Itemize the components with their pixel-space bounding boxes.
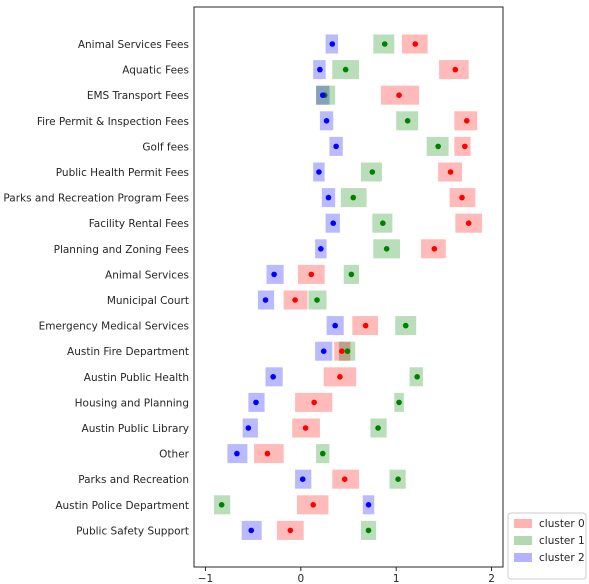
point-cluster-0-planning-and-zoning-fees [432,246,438,252]
x-axis: −1 0 1 2 [198,567,495,584]
point-cluster-2-municipal-court [263,297,269,303]
y-tick-label-facility-rental-fees: Facility Rental Fees [89,218,189,230]
point-cluster-1-austin-fire-department [345,348,351,354]
interval-bands [214,35,482,540]
point-cluster-2-public-safety-support [248,528,254,534]
point-cluster-2-austin-police-department [366,502,372,508]
y-tick-label-fire-permit-inspection-fees: Fire Permit & Inspection Fees [37,116,189,128]
point-cluster-1-public-health-permit-fees [370,169,376,175]
point-cluster-0-parks-and-recreation-program-fees [459,195,465,201]
x-tick-label: −1 [198,573,213,584]
point-cluster-2-facility-rental-fees [330,220,336,226]
point-cluster-0-facility-rental-fees [466,220,472,226]
point-cluster-0-animal-services-fees [412,41,418,47]
y-tick-label-golf-fees: Golf fees [142,141,189,153]
y-tick-label-austin-police-department: Austin Police Department [55,500,189,512]
point-cluster-0-austin-fire-department [339,348,345,354]
point-cluster-0-animal-services [309,272,315,278]
x-tick-label: 0 [297,573,304,584]
y-tick-label-public-safety-support: Public Safety Support [76,525,189,537]
point-cluster-2-planning-and-zoning-fees [318,246,324,252]
point-cluster-2-parks-and-recreation-program-fees [326,195,332,201]
point-cluster-1-emergency-medical-services [403,323,409,329]
point-cluster-1-austin-public-health [414,374,420,380]
point-cluster-2-animal-services-fees [329,41,335,47]
point-cluster-0-public-health-permit-fees [448,169,454,175]
y-tick-label-ems-transport-fees: EMS Transport Fees [87,90,189,102]
y-tick-label-public-health-permit-fees: Public Health Permit Fees [56,167,189,179]
point-cluster-1-fire-permit-inspection-fees [405,118,411,124]
point-cluster-0-other [265,451,271,457]
point-cluster-1-facility-rental-fees [380,220,386,226]
point-cluster-0-austin-police-department [310,502,316,508]
legend-label-cluster-1: cluster 1 [539,535,585,547]
point-cluster-1-parks-and-recreation [395,476,401,482]
point-cluster-2-public-health-permit-fees [316,169,322,175]
point-cluster-1-planning-and-zoning-fees [384,246,390,252]
legend-label-cluster-2: cluster 2 [539,552,585,564]
y-tick-label-municipal-court: Municipal Court [107,295,189,307]
point-cluster-1-municipal-court [314,297,320,303]
x-tick-label: 1 [393,573,400,584]
point-cluster-2-austin-fire-department [321,348,327,354]
point-cluster-2-austin-public-health [270,374,276,380]
point-cluster-0-public-safety-support [288,528,294,534]
y-tick-label-emergency-medical-services: Emergency Medical Services [39,321,189,333]
point-cluster-0-golf-fees [462,144,468,150]
point-cluster-2-parks-and-recreation [300,476,306,482]
point-cluster-2-ems-transport-fees [320,92,326,98]
point-cluster-0-housing-and-planning [311,400,317,406]
point-cluster-0-parks-and-recreation [342,476,348,482]
legend-swatch-cluster-1 [514,536,532,545]
point-cluster-0-fire-permit-inspection-fees [464,118,470,124]
y-tick-label-austin-fire-department: Austin Fire Department [67,346,189,358]
point-cluster-1-housing-and-planning [396,400,402,406]
legend: cluster 0 cluster 1 cluster 2 [508,513,586,579]
point-cluster-2-fire-permit-inspection-fees [324,118,330,124]
point-cluster-1-animal-services [349,272,355,278]
y-tick-label-animal-services: Animal Services [105,269,189,281]
point-cluster-1-aquatic-fees [343,67,349,73]
y-tick-label-planning-and-zoning-fees: Planning and Zoning Fees [54,244,189,256]
y-axis-tick-labels: Animal Services Fees Aquatic Fees EMS Tran… [3,39,189,537]
point-cluster-1-austin-police-department [219,502,225,508]
y-tick-label-parks-and-recreation-program-fees: Parks and Recreation Program Fees [3,193,189,205]
point-cluster-1-public-safety-support [366,528,372,534]
y-tick-label-austin-public-library: Austin Public Library [82,423,189,435]
point-cluster-2-austin-public-library [246,425,252,431]
legend-label-cluster-0: cluster 0 [539,518,585,530]
y-tick-label-austin-public-health: Austin Public Health [84,372,189,384]
point-cluster-0-ems-transport-fees [396,92,402,98]
point-cluster-0-emergency-medical-services [363,323,369,329]
point-cluster-2-animal-services [271,272,277,278]
y-tick-label-other: Other [159,449,189,461]
point-cluster-1-parks-and-recreation-program-fees [350,195,356,201]
point-cluster-2-golf-fees [333,144,339,150]
x-tick-label: 2 [488,573,495,584]
point-cluster-1-austin-public-library [375,425,381,431]
legend-swatch-cluster-2 [514,553,532,562]
point-cluster-0-austin-public-library [303,425,309,431]
point-cluster-0-municipal-court [292,297,298,303]
point-cluster-2-housing-and-planning [253,400,259,406]
point-cluster-1-animal-services-fees [382,41,388,47]
y-tick-label-aquatic-fees: Aquatic Fees [122,65,189,77]
point-cluster-1-golf-fees [435,144,441,150]
legend-swatch-cluster-0 [514,519,532,528]
point-cluster-2-aquatic-fees [317,67,323,73]
point-cluster-0-aquatic-fees [453,67,459,73]
point-cluster-1-other [320,451,326,457]
point-cluster-0-austin-public-health [337,374,343,380]
y-tick-label-housing-and-planning: Housing and Planning [75,397,189,409]
y-tick-label-parks-and-recreation: Parks and Recreation [78,474,189,486]
y-tick-label-animal-services-fees: Animal Services Fees [78,39,189,51]
point-cluster-2-other [234,451,240,457]
point-cluster-2-emergency-medical-services [332,323,338,329]
